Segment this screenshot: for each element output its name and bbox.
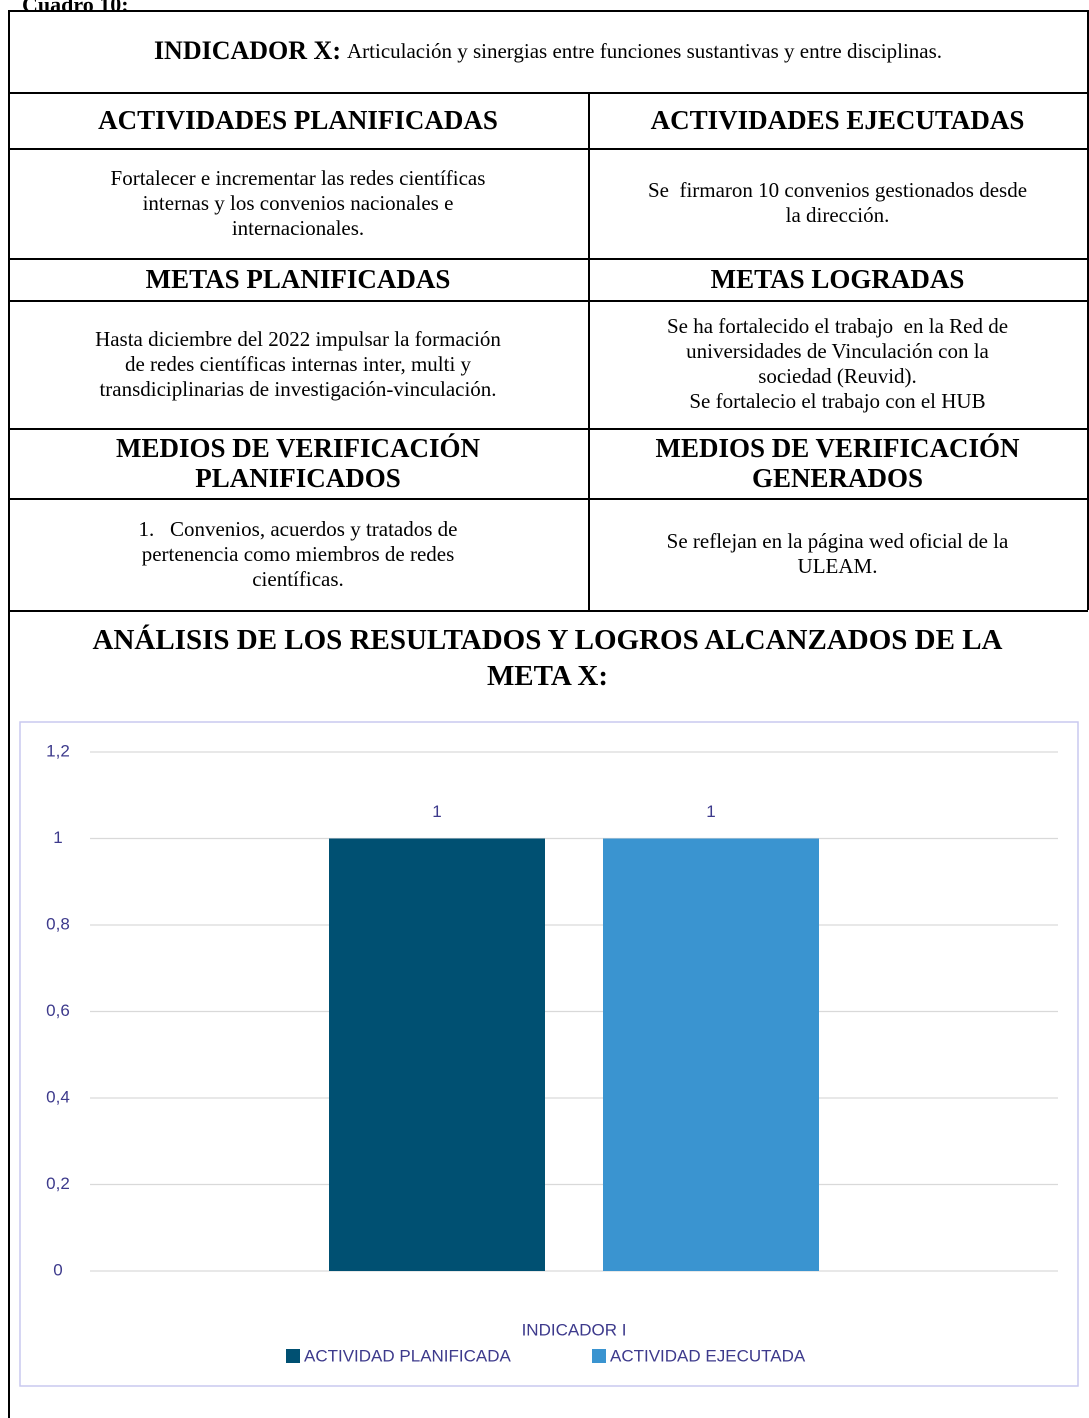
header-line: PLANIFICADOS	[195, 463, 401, 493]
border	[8, 498, 1088, 500]
header-line: MEDIOS DE VERIFICACIÓN	[655, 433, 1020, 463]
indicator-text: Articulación y sinergias entre funciones…	[347, 38, 943, 63]
section-cell: Se firmaron 10 convenios gestionados des…	[588, 148, 1087, 258]
header-line: ACTIVIDADES EJECUTADAS	[650, 105, 1025, 135]
y-tick-label: 0	[53, 1260, 62, 1279]
header-line: METAS LOGRADAS	[710, 264, 965, 294]
y-tick-label: 0,2	[46, 1174, 70, 1193]
section-cell: 1. Convenios, acuerdos y tratados de pert…	[8, 498, 588, 610]
cell-line: la dirección.	[785, 203, 890, 227]
legend-label: ACTIVIDAD EJECUTADA	[610, 1346, 806, 1365]
cell-line: universidades de Vinculación con la	[686, 339, 989, 363]
chart-frame	[19, 721, 1079, 1387]
bar	[329, 838, 545, 1271]
legend-swatch	[286, 1349, 300, 1363]
cell-line: de redes científicas internas inter, mul…	[124, 351, 472, 376]
cell-line: internas y los convenios nacionales e	[142, 190, 454, 215]
border	[8, 428, 1088, 430]
section-header: METAS LOGRADAS	[588, 258, 1087, 300]
cell-line: pertenencia como miembros de redes	[141, 541, 455, 566]
section-cell: Hasta diciembre del 2022 impulsar la for…	[8, 300, 588, 428]
legend-label: ACTIVIDAD PLANIFICADA	[304, 1346, 512, 1365]
cell-line: internacionales.	[231, 215, 365, 240]
border	[8, 10, 10, 1418]
cell-line: sociedad (Reuvid).	[758, 364, 917, 388]
section-cell: Se ha fortalecido el trabajo en la Red d…	[588, 300, 1087, 428]
header-line: GENERADOS	[751, 463, 924, 493]
section-header: MEDIOS DE VERIFICACIÓN PLANIFICADOS	[8, 428, 588, 498]
cell-line: Fortalecer e incrementar las redes cient…	[110, 165, 486, 190]
legend-swatch	[592, 1349, 606, 1363]
border	[8, 10, 1088, 12]
border	[8, 148, 1088, 150]
indicator: INDICADOR X: Articulación y sinergias ent…	[8, 10, 1088, 92]
y-tick-label: 0,8	[46, 914, 70, 933]
data-label: 1	[706, 802, 715, 821]
analysis-line: META X:	[486, 660, 609, 692]
y-tick-label: 1	[53, 828, 62, 847]
x-tick-label: INDICADOR I	[522, 1320, 627, 1339]
border	[8, 92, 1088, 94]
border	[8, 300, 1088, 302]
caption: Cuadro 10:	[22, 0, 129, 17]
analysis-line: ANÁLISIS DE LOS RESULTADOS Y LOGROS ALCA…	[92, 624, 1003, 656]
border	[8, 610, 1088, 612]
indicator-label: INDICADOR X:	[153, 36, 341, 65]
section-cell: Fortalecer e incrementar las redes cient…	[8, 148, 588, 258]
cell-line: Se fortalecio el trabajo con el HUB	[689, 389, 986, 413]
section-header: METAS PLANIFICADAS	[8, 258, 588, 300]
y-tick-label: 0,6	[46, 1001, 70, 1020]
y-tick-label: 1,2	[46, 741, 70, 760]
cell-line: Hasta diciembre del 2022 impulsar la for…	[95, 326, 501, 351]
y-tick-label: 0,4	[46, 1087, 70, 1106]
cell-line: científicas.	[252, 566, 344, 591]
analysis-title: ANÁLISIS DE LOS RESULTADOS Y LOGROS ALCA…	[8, 614, 1087, 702]
section-header: MEDIOS DE VERIFICACIÓN GENERADOS	[588, 428, 1087, 498]
cell-line: transdiciplinarias de investigación-vinc…	[99, 376, 497, 401]
border	[588, 92, 590, 610]
section-header: ACTIVIDADES PLANIFICADAS	[8, 92, 588, 148]
cell-line: Se firmaron 10 convenios gestionados des…	[647, 178, 1028, 202]
border	[1087, 10, 1089, 610]
cell-line: ULEAM.	[797, 554, 878, 578]
section-cell: Se reflejan en la página wed oficial de …	[588, 498, 1087, 610]
header-line: MEDIOS DE VERIFICACIÓN	[115, 433, 481, 463]
cell-line: 1. Convenios, acuerdos y tratados de	[138, 516, 458, 541]
cell-line: Se ha fortalecido el trabajo en la Red d…	[666, 314, 1009, 338]
header-line: METAS PLANIFICADAS	[145, 264, 451, 294]
header-line: ACTIVIDADES PLANIFICADAS	[98, 105, 498, 135]
cell-line: Se reflejan en la página wed oficial de …	[666, 529, 1009, 553]
section-header: ACTIVIDADES EJECUTADAS	[588, 92, 1087, 148]
border	[8, 258, 1088, 260]
data-label: 1	[432, 802, 441, 821]
bar	[603, 838, 819, 1271]
